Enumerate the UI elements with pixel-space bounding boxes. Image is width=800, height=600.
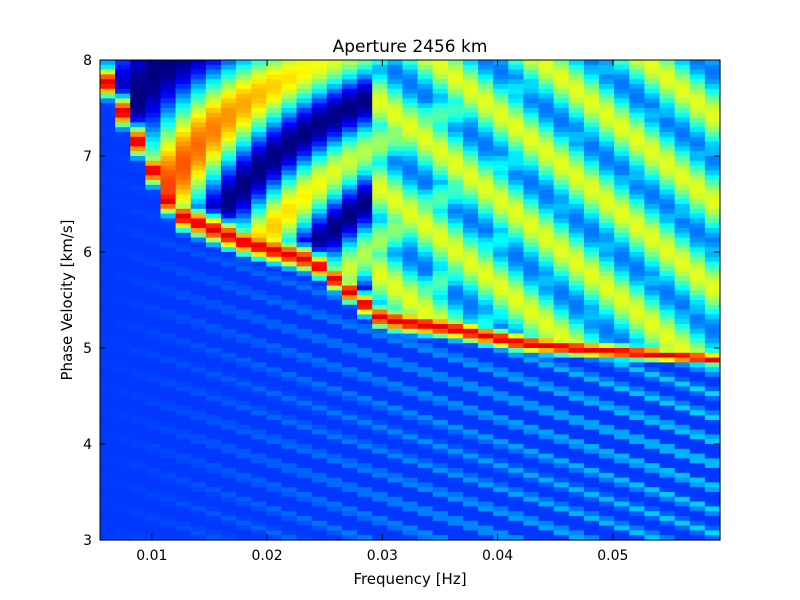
heatmap-column — [160, 60, 177, 541]
x-axis-label: Frequency [Hz] — [353, 570, 466, 588]
heatmap-column — [341, 60, 358, 541]
y-tick-label: 7 — [83, 149, 92, 165]
heatmap-column — [417, 60, 434, 541]
heatmap-column — [689, 60, 706, 541]
heatmap-column — [674, 60, 691, 541]
heatmap-column — [659, 60, 676, 541]
x-tick-label: 0.04 — [482, 548, 513, 564]
heatmap-column — [614, 60, 630, 541]
x-axis: 0.01 0.02 0.03 0.04 0.05 — [136, 60, 628, 564]
heatmap-column — [462, 60, 479, 541]
heatmap-column — [251, 60, 267, 541]
heatmap-column — [568, 60, 585, 541]
heatmap-column — [478, 60, 494, 541]
heatmap-column — [644, 60, 661, 541]
heatmap-column — [145, 60, 162, 541]
heatmap-column — [357, 60, 373, 541]
chart-title: Aperture 2456 km — [333, 37, 488, 57]
heatmap-column — [538, 60, 555, 541]
y-axis: 3 4 5 6 7 8 — [83, 53, 720, 549]
heatmap-column — [704, 60, 721, 541]
x-tick-label: 0.01 — [136, 548, 167, 564]
heatmap-column — [311, 60, 328, 541]
heatmap-column — [115, 60, 131, 541]
heatmap-column — [281, 60, 298, 541]
heatmap-column — [190, 60, 207, 541]
heatmap-column — [296, 60, 313, 541]
heatmap-column — [236, 60, 252, 541]
y-tick-label: 8 — [83, 53, 92, 69]
x-tick-label: 0.03 — [367, 548, 398, 564]
heatmap-column — [493, 60, 509, 541]
heatmap-column — [326, 60, 343, 541]
y-tick-label: 5 — [83, 341, 92, 357]
heatmap-column — [100, 60, 116, 541]
y-tick-label: 3 — [83, 533, 92, 549]
heatmap-column — [508, 60, 525, 541]
heatmap-column — [130, 60, 146, 541]
heatmap-column — [220, 60, 237, 541]
heatmap-column — [599, 60, 615, 541]
heatmap-column — [583, 60, 600, 541]
heatmap-column — [629, 60, 645, 541]
y-axis-label: Phase Velocity [km/s] — [58, 219, 76, 380]
heatmap-column — [523, 60, 540, 541]
axes-frame — [99, 59, 721, 541]
heatmap-column — [553, 60, 570, 541]
heatmap-column — [205, 60, 222, 541]
x-tick-label: 0.02 — [252, 548, 283, 564]
heatmap-plot-area — [100, 60, 721, 541]
x-tick-label: 0.05 — [597, 548, 628, 564]
heatmap-column — [266, 60, 283, 541]
heatmap-column — [387, 60, 404, 541]
y-tick-label: 6 — [83, 245, 92, 261]
heatmap-column — [175, 60, 192, 541]
heatmap-column — [372, 60, 388, 541]
heatmap-column — [402, 60, 419, 541]
heatmap-column — [432, 60, 449, 541]
y-tick-label: 4 — [83, 437, 92, 453]
heatmap-column — [447, 60, 464, 541]
